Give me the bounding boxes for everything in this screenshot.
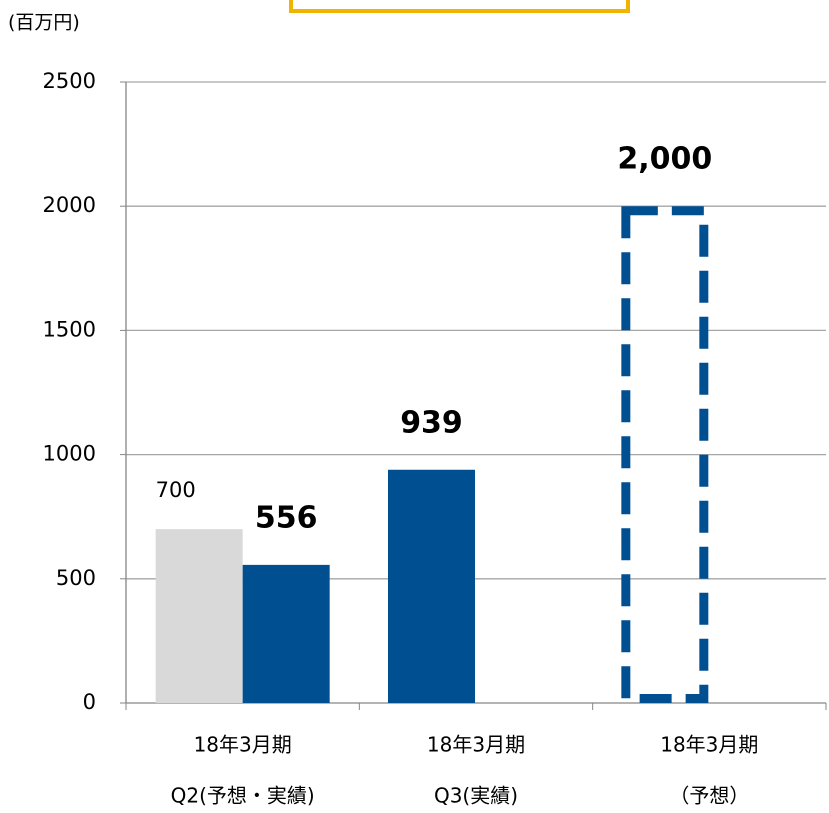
bar — [155, 529, 243, 703]
bar — [621, 206, 709, 703]
value-label: 700 — [156, 478, 196, 502]
x-tick-label: （予想） — [669, 784, 749, 808]
y-tick-label: 1000 — [43, 442, 96, 466]
y-tick-label: 500 — [56, 566, 96, 590]
value-label: 939 — [400, 405, 463, 440]
x-tick-label: Q3(実績) — [434, 784, 518, 808]
y-tick-label: 2500 — [43, 69, 96, 93]
value-label: 556 — [255, 500, 318, 535]
bar — [242, 564, 330, 703]
x-tick-label: Q2(予想・実績) — [171, 784, 315, 808]
y-tick-label: 2000 — [43, 193, 96, 217]
x-tick-label: 18年3月期 — [427, 733, 525, 757]
y-tick-label: 0 — [83, 690, 96, 714]
value-label: 2,000 — [617, 142, 712, 177]
y-tick-label: 1500 — [43, 317, 96, 341]
x-tick-label: 18年3月期 — [194, 733, 292, 757]
header-box — [289, 0, 630, 13]
unit-label: (百万円) — [8, 12, 80, 34]
bar — [388, 469, 475, 703]
x-tick-label: 18年3月期 — [660, 733, 758, 757]
